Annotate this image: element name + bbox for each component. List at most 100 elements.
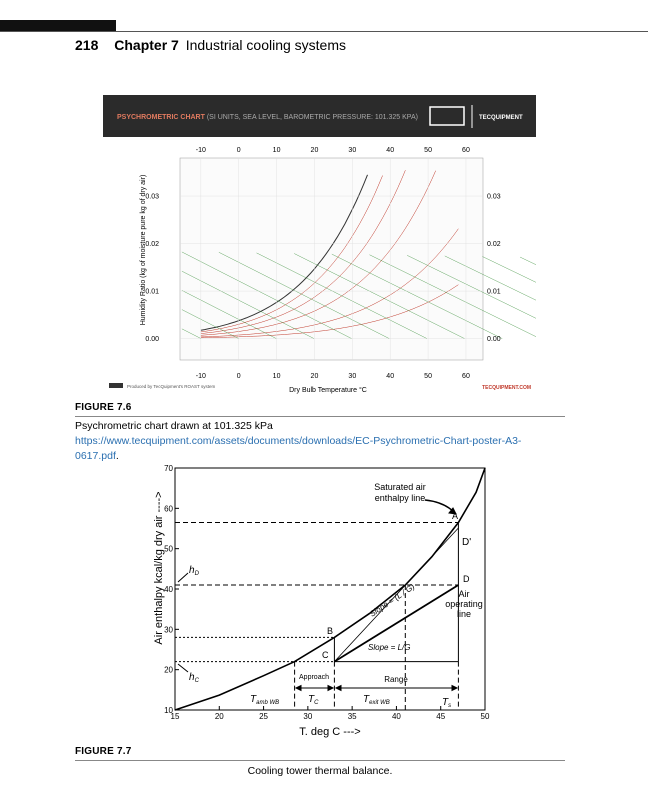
y-tick-label: 0.03 (145, 194, 159, 201)
enthalpy-line (331, 253, 503, 339)
x-tick-label: 40 (386, 373, 394, 380)
annotation-sub: C (195, 678, 200, 684)
y-tick-label: 10 (164, 706, 173, 715)
annotation-line: operating (445, 599, 483, 609)
annotation: TC (308, 694, 319, 706)
y-tick-label: 60 (164, 504, 173, 513)
pointer-head (448, 507, 457, 515)
enthalpy-line (181, 309, 239, 339)
annotation-line: Saturated air (374, 482, 426, 492)
rh-curve (200, 284, 459, 339)
annotation: A (452, 511, 458, 521)
annotation-main: T (363, 694, 370, 705)
y-axis-label: Humidity Ratio (kg of moisture pure kg o… (140, 175, 147, 326)
x-tick-label: 20 (311, 373, 319, 380)
saturation-curve (174, 467, 486, 711)
plot-group: 15 20 25 30 35 40 45 50 10 20 30 40 50 60 70 T. deg C -… (153, 464, 490, 738)
y-tick-label: 70 (164, 464, 173, 473)
operating-line (333, 584, 459, 663)
x-tick-label: 60 (462, 147, 470, 154)
annotation-sub: amb WB (256, 700, 279, 706)
enthalpy-line (369, 254, 536, 337)
arrows (177, 499, 459, 692)
figure-caption: Cooling tower thermal balance. (247, 765, 393, 777)
brand: TECQUIPMENT (479, 115, 523, 121)
annotation: C (322, 650, 329, 660)
y-tick-label: 0.00 (487, 336, 501, 343)
y-tick-label: 40 (164, 585, 173, 594)
annotation: Slope = L/G (368, 643, 410, 652)
annotation: B (327, 626, 333, 636)
chapter-title: Industrial cooling systems (185, 37, 347, 53)
footer-note: Produced by TecQuipment's ROAST system (127, 384, 215, 389)
annotation-sub: C (314, 700, 319, 706)
annotation: Saturated air enthalpy line (374, 482, 426, 503)
annotation: Range (384, 675, 408, 684)
x-tick-label: 25 (259, 712, 268, 721)
x-tick-label: 30 (303, 712, 312, 721)
footer-logo (109, 383, 123, 388)
annotation: Texit WB (363, 694, 390, 706)
figure-label: FIGURE 7.7 (75, 746, 132, 757)
x-tick-label: 50 (424, 147, 432, 154)
annotation: hD (189, 565, 200, 577)
enthalpy-line (444, 255, 536, 301)
hc-pointer (177, 663, 189, 673)
annotation: Air operating line (445, 589, 483, 619)
y-tick-label: 0.00 (145, 336, 159, 343)
annotation-main: T (308, 694, 315, 705)
psychrometric-chart: PSYCHROMETRIC CHART (SI UNITS, SEA LEVEL… (103, 95, 536, 394)
running-header: 218 Chapter 7 Industrial cooling systems (75, 37, 346, 53)
annotation-sub: exit WB (369, 700, 390, 706)
y-tick-label: 0.02 (487, 241, 501, 248)
x-tick-label: 30 (348, 147, 356, 154)
annotation: hC (189, 672, 200, 684)
saturation-curve (200, 174, 368, 331)
footer-brand: TECQUIPMENT.COM (482, 385, 531, 391)
arrow-heads (294, 684, 459, 692)
plot-frame (174, 467, 486, 711)
x-tick-label: 30 (348, 373, 356, 380)
x-tick-label: 0 (237, 147, 241, 154)
figure-caption: Psychrometric chart drawn at 101.325 kPa… (75, 419, 565, 464)
x-tick-label: 15 (171, 712, 180, 721)
annotation-sub: s (448, 703, 451, 709)
annotation: Tamb WB (250, 694, 279, 706)
figure-rule (75, 416, 565, 417)
y-tick-label: 20 (164, 666, 173, 675)
enthalpy-line (181, 290, 277, 339)
figure-rule (75, 760, 565, 761)
y-axis-label: Air enthalpy kcal/kg dry air ----> (153, 491, 165, 644)
enthalpy-line (181, 251, 352, 339)
chapter: Chapter 7 (114, 37, 179, 53)
enthalpy-line (181, 270, 315, 339)
x-tick-label: -10 (196, 373, 206, 380)
annotation-line: Air (459, 589, 470, 599)
y-tick-label: 30 (164, 625, 173, 634)
enthalpy-line (294, 253, 465, 339)
enthalpy-line (256, 252, 428, 339)
enthalpy-line (519, 256, 536, 265)
x-tick-label: -10 (196, 147, 206, 154)
hd-pointer (177, 572, 189, 583)
rh-curve (200, 228, 459, 338)
logo (429, 106, 465, 126)
annotation: Approach (299, 674, 329, 681)
figure-label: FIGURE 7.6 (75, 402, 132, 413)
rh-curve (200, 170, 406, 334)
x-axis-label: Dry Bulb Temperature °C (289, 386, 367, 394)
enthalpy-line (181, 328, 202, 339)
banner-title: PSYCHROMETRIC CHART (SI UNITS, SEA LEVEL… (117, 114, 418, 121)
caption-text: Psychrometric chart drawn at 101.325 kPa (75, 420, 273, 432)
header-bar (0, 20, 116, 31)
x-tick-label: 20 (311, 147, 319, 154)
caption-link[interactable]: https://www.tecquipment.com/assets/docum… (75, 435, 522, 462)
enthalpy-line (407, 255, 536, 319)
y-tick-label: 50 (164, 545, 173, 554)
annotation-main: T (250, 694, 257, 705)
header-rule (0, 31, 648, 32)
enthalpy-line (482, 256, 536, 283)
page-number: 218 (75, 37, 99, 53)
rh-curve (200, 170, 436, 336)
